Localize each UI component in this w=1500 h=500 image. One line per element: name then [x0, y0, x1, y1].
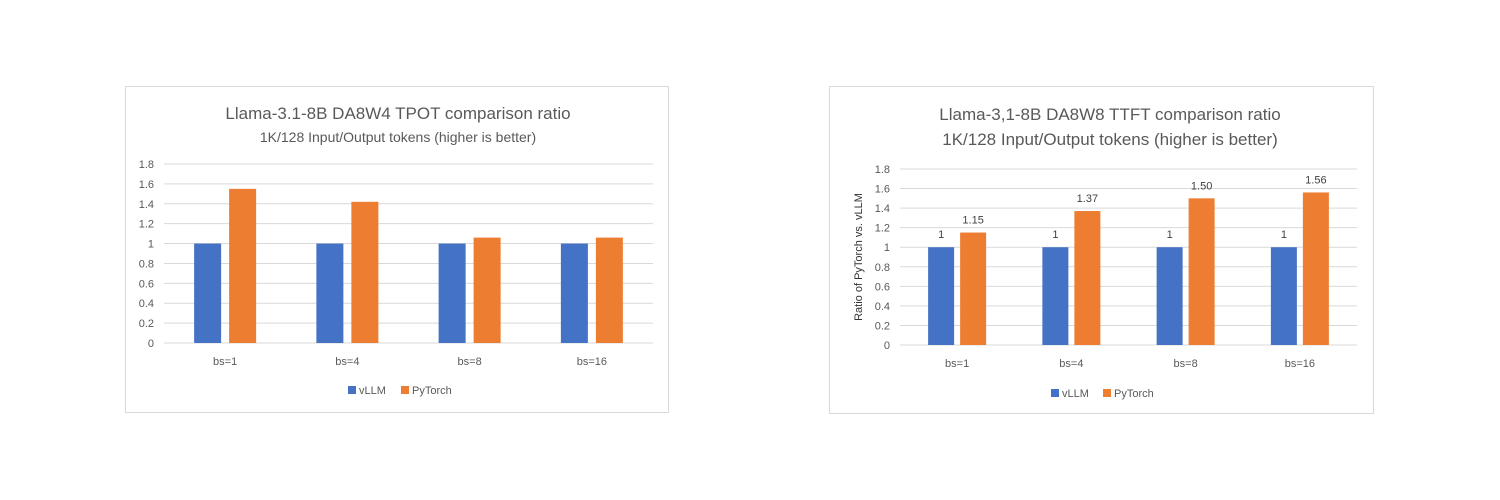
bar-pytorch-bs1: [229, 188, 257, 343]
x-tick-label: bs=1: [213, 356, 237, 368]
bar-vllm-bs16: [560, 243, 588, 343]
y-tick-label: 0.6: [875, 281, 890, 293]
bar-pytorch-bs8: [1188, 198, 1215, 345]
data-label: 1.56: [1305, 174, 1326, 186]
bar-pytorch-bs8: [473, 237, 501, 343]
chart-title: Llama-3,1-8B DA8W8 TTFT comparison ratio: [939, 105, 1280, 124]
y-tick-label: 1.6: [139, 179, 154, 191]
y-tick-label: 0: [884, 340, 890, 352]
bar-vllm-bs16: [1270, 247, 1297, 345]
y-tick-label: 0.6: [139, 278, 154, 290]
y-tick-label: 0.4: [875, 301, 890, 313]
y-tick-label: 0.2: [139, 318, 154, 330]
data-label: 1: [1281, 229, 1287, 241]
legend-label-vllm: vLLM: [1062, 388, 1089, 400]
y-tick-label: 0.2: [875, 320, 890, 332]
x-tick-label: bs=4: [1059, 358, 1083, 370]
data-label: 1.15: [962, 215, 983, 227]
legend-swatch-vllm: [348, 386, 356, 394]
bar-vllm-bs1: [194, 243, 222, 343]
bar-pytorch-bs16: [1302, 192, 1329, 345]
x-tick-label: bs=16: [1285, 358, 1315, 370]
y-tick-label: 1.8: [139, 159, 154, 171]
chart-title: Llama-3.1-8B DA8W4 TPOT comparison ratio: [225, 104, 570, 123]
y-tick-label: 1.2: [139, 219, 154, 231]
legend-swatch-pytorch: [1103, 389, 1111, 397]
bar-vllm-bs4: [1042, 247, 1069, 345]
bar-vllm-bs8: [438, 243, 466, 343]
legend-swatch-pytorch: [401, 386, 409, 394]
y-tick-label: 1.4: [875, 203, 890, 215]
data-label: 1: [1052, 229, 1058, 241]
y-tick-label: 0.8: [875, 262, 890, 274]
y-tick-label: 1: [148, 239, 154, 251]
x-tick-label: bs=1: [945, 358, 969, 370]
tpot-chart: Llama-3.1-8B DA8W4 TPOT comparison ratio…: [125, 86, 669, 413]
x-tick-label: bs=4: [335, 356, 359, 368]
legend-swatch-vllm: [1051, 389, 1059, 397]
y-tick-label: 0.8: [139, 258, 154, 270]
legend-label-pytorch: PyTorch: [412, 385, 452, 397]
bar-pytorch-bs4: [351, 201, 379, 343]
ttft-chart: Llama-3,1-8B DA8W8 TTFT comparison ratio…: [829, 86, 1374, 414]
bar-vllm-bs8: [1156, 247, 1183, 345]
legend-label-vllm: vLLM: [359, 385, 386, 397]
tpot-chart-svg: Llama-3.1-8B DA8W4 TPOT comparison ratio…: [139, 104, 653, 397]
y-tick-label: 1.8: [875, 164, 890, 176]
bar-vllm-bs4: [316, 243, 344, 343]
bar-pytorch-bs4: [1074, 211, 1101, 345]
bar-pytorch-bs1: [960, 232, 987, 345]
y-axis-title: Ratio of PyTorch vs. vLLM: [853, 193, 865, 321]
x-tick-label: bs=8: [1174, 358, 1198, 370]
bar-vllm-bs1: [928, 247, 955, 345]
y-tick-label: 0: [148, 338, 154, 350]
y-tick-label: 1.6: [875, 184, 890, 196]
y-tick-label: 0.4: [139, 298, 154, 310]
data-label: 1: [938, 229, 944, 241]
chart-subtitle: 1K/128 Input/Output tokens (higher is be…: [260, 129, 536, 145]
legend-label-pytorch: PyTorch: [1114, 388, 1154, 400]
x-tick-label: bs=16: [577, 356, 607, 368]
x-tick-label: bs=8: [458, 356, 482, 368]
data-label: 1.50: [1191, 180, 1212, 192]
ttft-chart-svg: Llama-3,1-8B DA8W8 TTFT comparison ratio…: [853, 105, 1357, 400]
y-tick-label: 1: [884, 242, 890, 254]
data-label: 1.37: [1077, 193, 1098, 205]
data-label: 1: [1167, 229, 1173, 241]
chart-subtitle: 1K/128 Input/Output tokens (higher is be…: [942, 130, 1277, 149]
bar-pytorch-bs16: [595, 237, 623, 343]
y-tick-label: 1.2: [875, 223, 890, 235]
y-tick-label: 1.4: [139, 199, 154, 211]
